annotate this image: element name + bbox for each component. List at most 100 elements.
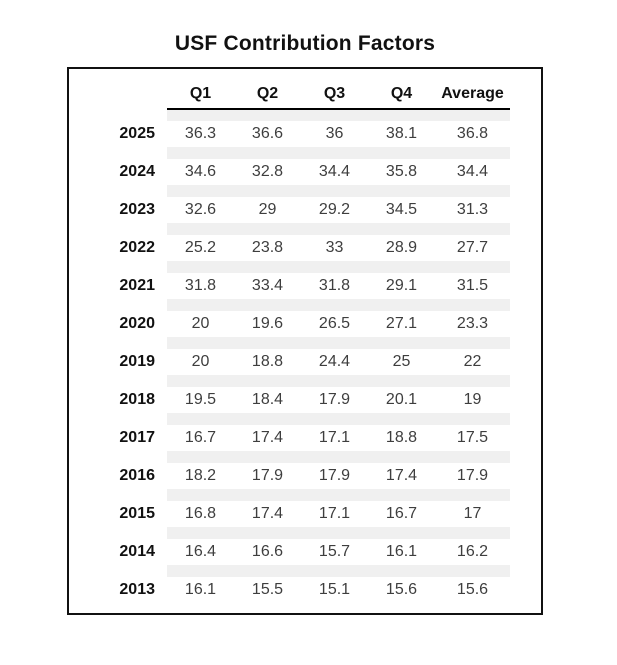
value-cell: 17.4 [251, 505, 284, 522]
spacer-row [69, 109, 510, 121]
value-cell: 16.6 [251, 543, 284, 560]
table-row-2020: 2020 20 19.6 26.5 27.1 23.3 [69, 311, 510, 337]
spacer-row [69, 527, 510, 539]
spacer-row [69, 565, 510, 577]
year-cell: 2019 [119, 353, 155, 370]
spacer-row [69, 223, 510, 235]
row-band [167, 489, 510, 501]
row-band [167, 109, 510, 121]
value-cell: 20.1 [385, 391, 418, 408]
table-row-2016: 2016 18.2 17.9 17.9 17.4 17.9 [69, 463, 510, 489]
year-column-header [69, 69, 167, 109]
table-row-2013: 2013 16.1 15.5 15.1 15.6 15.6 [69, 577, 510, 603]
year-cell: 2014 [119, 543, 155, 560]
row-band [167, 147, 510, 159]
value-cell: 17.1 [318, 429, 351, 446]
value-cell: 18.2 [184, 467, 217, 484]
value-cell: 32.8 [251, 163, 284, 180]
value-cell: 15.6 [385, 581, 418, 598]
value-cell: 15.1 [318, 581, 351, 598]
value-cell: 16.8 [184, 505, 217, 522]
row-band [167, 223, 510, 235]
value-cell: 31.5 [456, 277, 489, 294]
row-band [167, 413, 510, 425]
value-cell: 22 [463, 353, 482, 370]
table-row-2018: 2018 19.5 18.4 17.9 20.1 19 [69, 387, 510, 413]
value-cell: 17.9 [251, 467, 284, 484]
table-row-2022: 2022 25.2 23.8 33 28.9 27.7 [69, 235, 510, 261]
value-cell: 16.7 [184, 429, 217, 446]
year-cell: 2015 [119, 505, 155, 522]
table-row-2014: 2014 16.4 16.6 15.7 16.1 16.2 [69, 539, 510, 565]
year-cell: 2021 [119, 277, 155, 294]
value-cell: 16.1 [385, 543, 418, 560]
spacer-row [69, 185, 510, 197]
value-cell: 29.2 [318, 201, 351, 218]
value-cell: 27.7 [456, 239, 489, 256]
value-cell: 31.8 [184, 277, 217, 294]
column-header-q3: Q3 [301, 69, 368, 110]
spacer-row [69, 299, 510, 311]
year-cell: 2025 [119, 125, 155, 142]
table-row-2025: 2025 36.3 36.6 36 38.1 36.8 [69, 121, 510, 147]
value-cell: 35.8 [385, 163, 418, 180]
row-band [167, 375, 510, 387]
value-cell: 34.4 [456, 163, 489, 180]
column-header-q4: Q4 [368, 69, 435, 110]
spacer-row [69, 375, 510, 387]
value-cell: 16.1 [184, 581, 217, 598]
row-band [167, 565, 510, 577]
spacer-row [69, 489, 510, 501]
value-cell: 19 [463, 391, 482, 408]
year-cell: 2020 [119, 315, 155, 332]
row-band [167, 185, 510, 197]
value-cell: 24.4 [318, 353, 351, 370]
value-cell: 33.4 [251, 277, 284, 294]
value-cell: 17.9 [318, 391, 351, 408]
value-cell: 36.8 [456, 125, 489, 142]
value-cell: 18.4 [251, 391, 284, 408]
value-cell: 36.3 [184, 125, 217, 142]
column-header-q1: Q1 [167, 69, 234, 110]
table-row-2024: 2024 34.6 32.8 34.4 35.8 34.4 [69, 159, 510, 185]
value-cell: 17.5 [456, 429, 489, 446]
table-row-2023: 2023 32.6 29 29.2 34.5 31.3 [69, 197, 510, 223]
page-title: USF Contribution Factors [174, 32, 436, 55]
spacer-row [69, 413, 510, 425]
column-header-average: Average [435, 69, 510, 110]
value-cell: 15.5 [251, 581, 284, 598]
value-cell: 28.9 [385, 239, 418, 256]
value-cell: 23.3 [456, 315, 489, 332]
year-cell: 2024 [119, 163, 155, 180]
value-cell: 31.3 [456, 201, 489, 218]
value-cell: 25 [392, 353, 411, 370]
spacer-row [69, 451, 510, 463]
value-cell: 25.2 [184, 239, 217, 256]
value-cell: 18.8 [251, 353, 284, 370]
value-cell: 17 [463, 505, 482, 522]
value-cell: 34.5 [385, 201, 418, 218]
year-cell: 2017 [119, 429, 155, 446]
year-cell: 2013 [119, 581, 155, 598]
value-cell: 27.1 [385, 315, 418, 332]
value-cell: 36 [325, 125, 344, 142]
value-cell: 20 [191, 315, 210, 332]
value-cell: 23.8 [251, 239, 284, 256]
row-band [167, 337, 510, 349]
table-row-2019: 2019 20 18.8 24.4 25 22 [69, 349, 510, 375]
value-cell: 17.9 [456, 467, 489, 484]
value-cell: 31.8 [318, 277, 351, 294]
value-cell: 20 [191, 353, 210, 370]
value-cell: 29.1 [385, 277, 418, 294]
value-cell: 17.1 [318, 505, 351, 522]
value-cell: 15.6 [456, 581, 489, 598]
year-cell: 2022 [119, 239, 155, 256]
year-cell: 2016 [119, 467, 155, 484]
column-header-q2: Q2 [234, 69, 301, 110]
value-cell: 33 [325, 239, 344, 256]
value-cell: 29 [258, 201, 277, 218]
value-cell: 17.4 [251, 429, 284, 446]
value-cell: 26.5 [318, 315, 351, 332]
table-frame: Q1 Q2 Q3 Q4 Average 2025 36.3 36.6 36 38… [67, 67, 543, 615]
value-cell: 34.6 [184, 163, 217, 180]
